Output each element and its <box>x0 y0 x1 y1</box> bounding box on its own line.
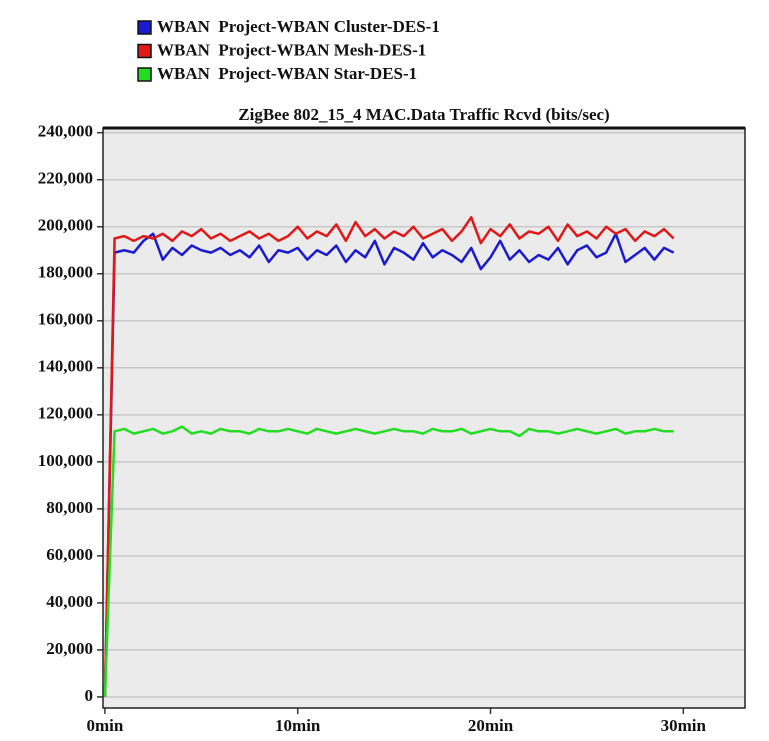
series-line <box>103 216 675 697</box>
y-tick-label: 20,000 <box>46 639 93 658</box>
y-tick-label: 100,000 <box>38 451 93 470</box>
series-line <box>103 232 675 697</box>
y-tick-label: 220,000 <box>38 169 93 188</box>
chart-title: ZigBee 802_15_4 MAC.Data Traffic Rcvd (b… <box>238 105 609 124</box>
x-tick-label: 10min <box>275 716 321 735</box>
x-tick-label: 0min <box>87 716 124 735</box>
legend-swatch <box>137 43 152 59</box>
plot-area <box>103 128 745 708</box>
series-line <box>103 425 674 697</box>
y-tick-label: 0 <box>85 686 94 705</box>
y-tick-label: 140,000 <box>38 357 93 376</box>
y-tick-label: 180,000 <box>38 263 93 282</box>
legend-swatch <box>137 67 152 82</box>
y-tick-label: 40,000 <box>46 592 93 611</box>
y-tick-label: 200,000 <box>38 216 93 235</box>
legend-swatch <box>137 20 152 35</box>
x-tick-label: 20min <box>468 716 514 735</box>
y-tick-label: 60,000 <box>46 545 93 564</box>
y-tick-label: 160,000 <box>38 310 93 329</box>
y-tick-label: 240,000 <box>38 122 93 141</box>
legend-label: WBAN Project-WBAN Cluster-DES-1 <box>157 17 440 36</box>
y-tick-label: 80,000 <box>46 498 93 517</box>
legend-label: WBAN Project-WBAN Star-DES-1 <box>157 64 417 83</box>
x-tick-label: 30min <box>661 716 707 735</box>
legend-label: WBAN Project-WBAN Mesh-DES-1 <box>157 40 426 59</box>
y-tick-label: 120,000 <box>38 404 93 423</box>
